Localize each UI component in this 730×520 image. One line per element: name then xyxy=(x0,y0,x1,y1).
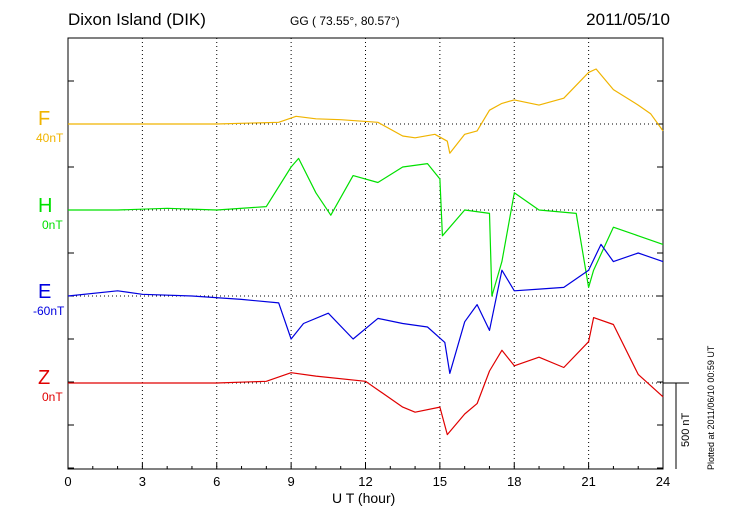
x-tick-label-24: 24 xyxy=(656,474,670,489)
trace-H xyxy=(68,157,664,297)
grid xyxy=(141,38,590,469)
traces xyxy=(67,68,664,436)
x-tick-label-6: 6 xyxy=(213,474,220,489)
x-tick-label-21: 21 xyxy=(581,474,595,489)
channel-z-label: Z xyxy=(38,367,51,389)
channel-f-label: F xyxy=(38,108,51,130)
channel-h-label: H xyxy=(38,195,53,217)
date-label: 2011/05/10 xyxy=(586,10,670,29)
x-tick-label-15: 15 xyxy=(433,474,447,489)
x-tick-labels: 0 3 6 9 12 15 18 21 24 xyxy=(64,474,670,489)
channel-e-offset: -60nT xyxy=(33,304,65,318)
x-tick-label-12: 12 xyxy=(358,474,372,489)
channel-e-label: E xyxy=(38,281,52,303)
scale-bar xyxy=(663,382,689,469)
x-tick-label-0: 0 xyxy=(64,474,71,489)
x-axis-label: U T (hour) xyxy=(332,490,396,506)
plotted-note: Plotted at 2011/06/10 00:59 UT xyxy=(706,345,716,470)
channel-f-offset: 40nT xyxy=(36,131,64,145)
channel-h-offset: 0nT xyxy=(42,218,63,232)
scale-bar-label: 500 nT xyxy=(680,412,692,447)
channel-z-offset: 0nT xyxy=(42,390,63,404)
trace-Z xyxy=(68,317,664,436)
x-tick-label-9: 9 xyxy=(288,474,295,489)
x-tick-label-3: 3 xyxy=(139,474,146,489)
trace-F xyxy=(68,68,664,154)
station-title: Dixon Island (DIK) xyxy=(68,10,206,29)
station-coords: GG ( 73.55°, 80.57°) xyxy=(290,14,400,28)
trace-E xyxy=(67,243,664,374)
x-tick-label-18: 18 xyxy=(507,474,521,489)
